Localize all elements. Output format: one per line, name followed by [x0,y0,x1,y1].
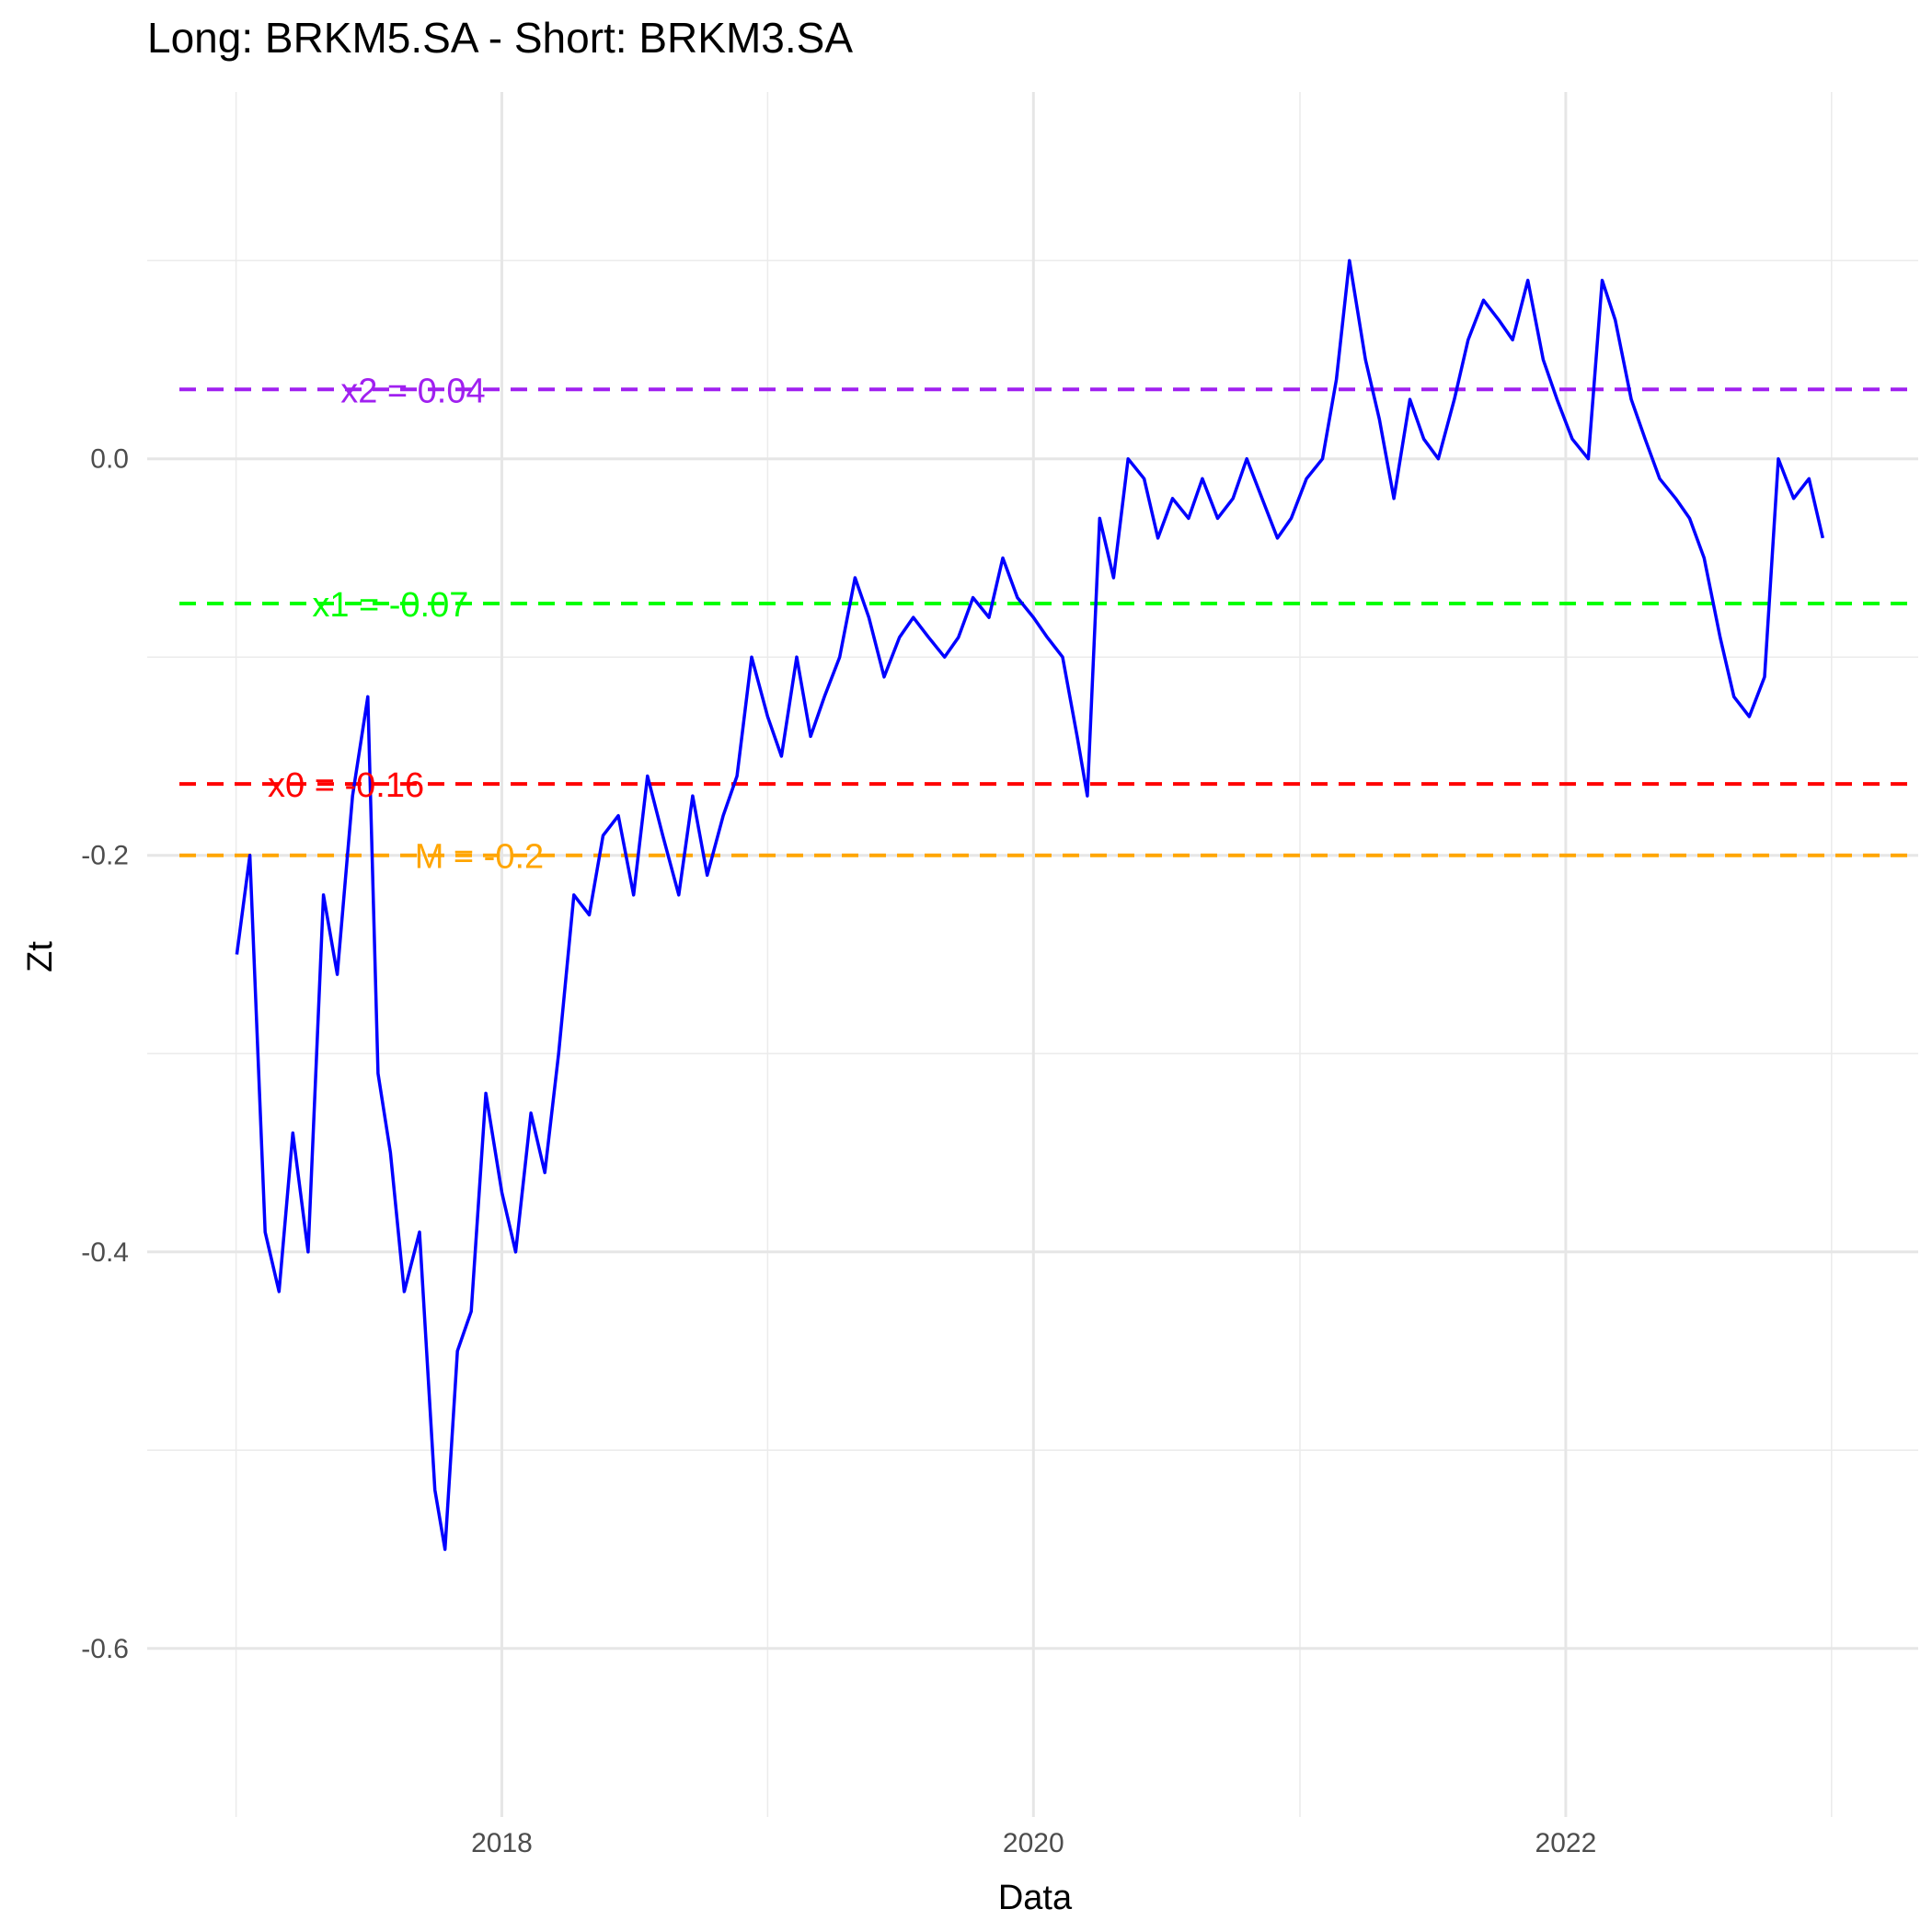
y-axis-title: Zt [21,941,60,972]
reference-line-label: x2 = 0.04 [340,372,485,410]
grid-layer [147,92,1918,1817]
chart-title: Long: BRKM5.SA - Short: BRKM3.SA [147,14,853,62]
x-tick-label: 2020 [1003,1828,1064,1858]
x-tick-label: 2018 [471,1828,533,1858]
reference-line-label: M = -0.2 [415,838,544,877]
tick-labels: 2018 2020 2022 -0.6 -0.4 -0.2 0.0 [81,444,1596,1858]
reference-line-label: x1 = -0.07 [312,586,468,625]
x-axis-title: Data [998,1879,1073,1917]
y-tick-label: -0.2 [81,841,129,871]
series-layer [235,259,1825,1551]
y-tick-label: -0.6 [81,1634,129,1664]
zt-series-line [235,259,1825,1551]
y-tick-label: -0.4 [81,1237,129,1268]
reference-labels: x2 = 0.04 x1 = -0.07 x0 = -0.16 M = -0.2 [268,372,544,876]
x-tick-label: 2022 [1535,1828,1597,1858]
y-tick-label: 0.0 [90,444,129,475]
reference-line-label: x0 = -0.16 [268,766,424,805]
